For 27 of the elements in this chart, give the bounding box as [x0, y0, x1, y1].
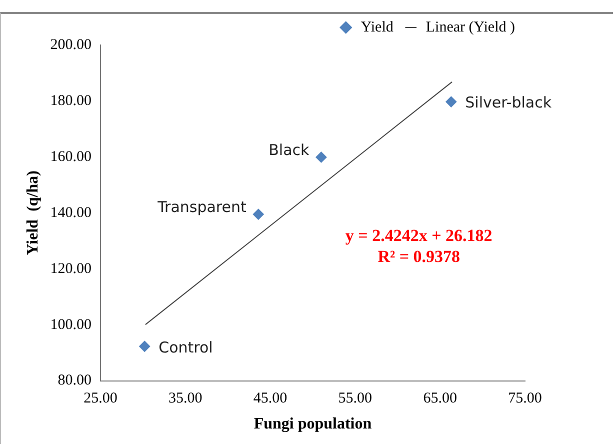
annotation: Control — [158, 338, 213, 356]
annotation: Silver-black — [465, 94, 552, 112]
x-tick-label: 25.00 — [84, 390, 118, 407]
y-tick-label: 160.00 — [50, 148, 92, 165]
y-tick-label: 140.00 — [50, 204, 92, 221]
x-tick-label: 45.00 — [253, 390, 288, 407]
x-axis-title: Fungi population — [254, 416, 372, 433]
legend-label: Yield — [360, 19, 394, 36]
x-tick-label: 75.00 — [508, 390, 542, 407]
y-tick-label: 120.00 — [50, 260, 92, 277]
legend-label: Linear (Yield ) — [426, 19, 516, 36]
y-tick-label: 180.00 — [50, 92, 92, 109]
point — [446, 96, 457, 108]
annotation: Black — [268, 141, 310, 160]
x-tick-label: 35.00 — [168, 390, 202, 407]
x-tick-label: 65.00 — [423, 390, 457, 407]
annotation: R² = 0.9378 — [378, 246, 460, 266]
y-tick-label: 80.00 — [58, 372, 92, 389]
y-axis-title: Yield (q/ha) — [24, 170, 42, 256]
y-tick-label: 100.00 — [50, 316, 92, 333]
annotation: Transparent — [156, 198, 246, 216]
x-tick-label: 55.00 — [338, 390, 372, 407]
point — [252, 208, 264, 220]
point — [139, 340, 150, 352]
annotation: y = 2.4242x + 26.182 — [345, 226, 492, 245]
y-tick-label: 200.00 — [50, 36, 92, 53]
point — [316, 152, 327, 163]
